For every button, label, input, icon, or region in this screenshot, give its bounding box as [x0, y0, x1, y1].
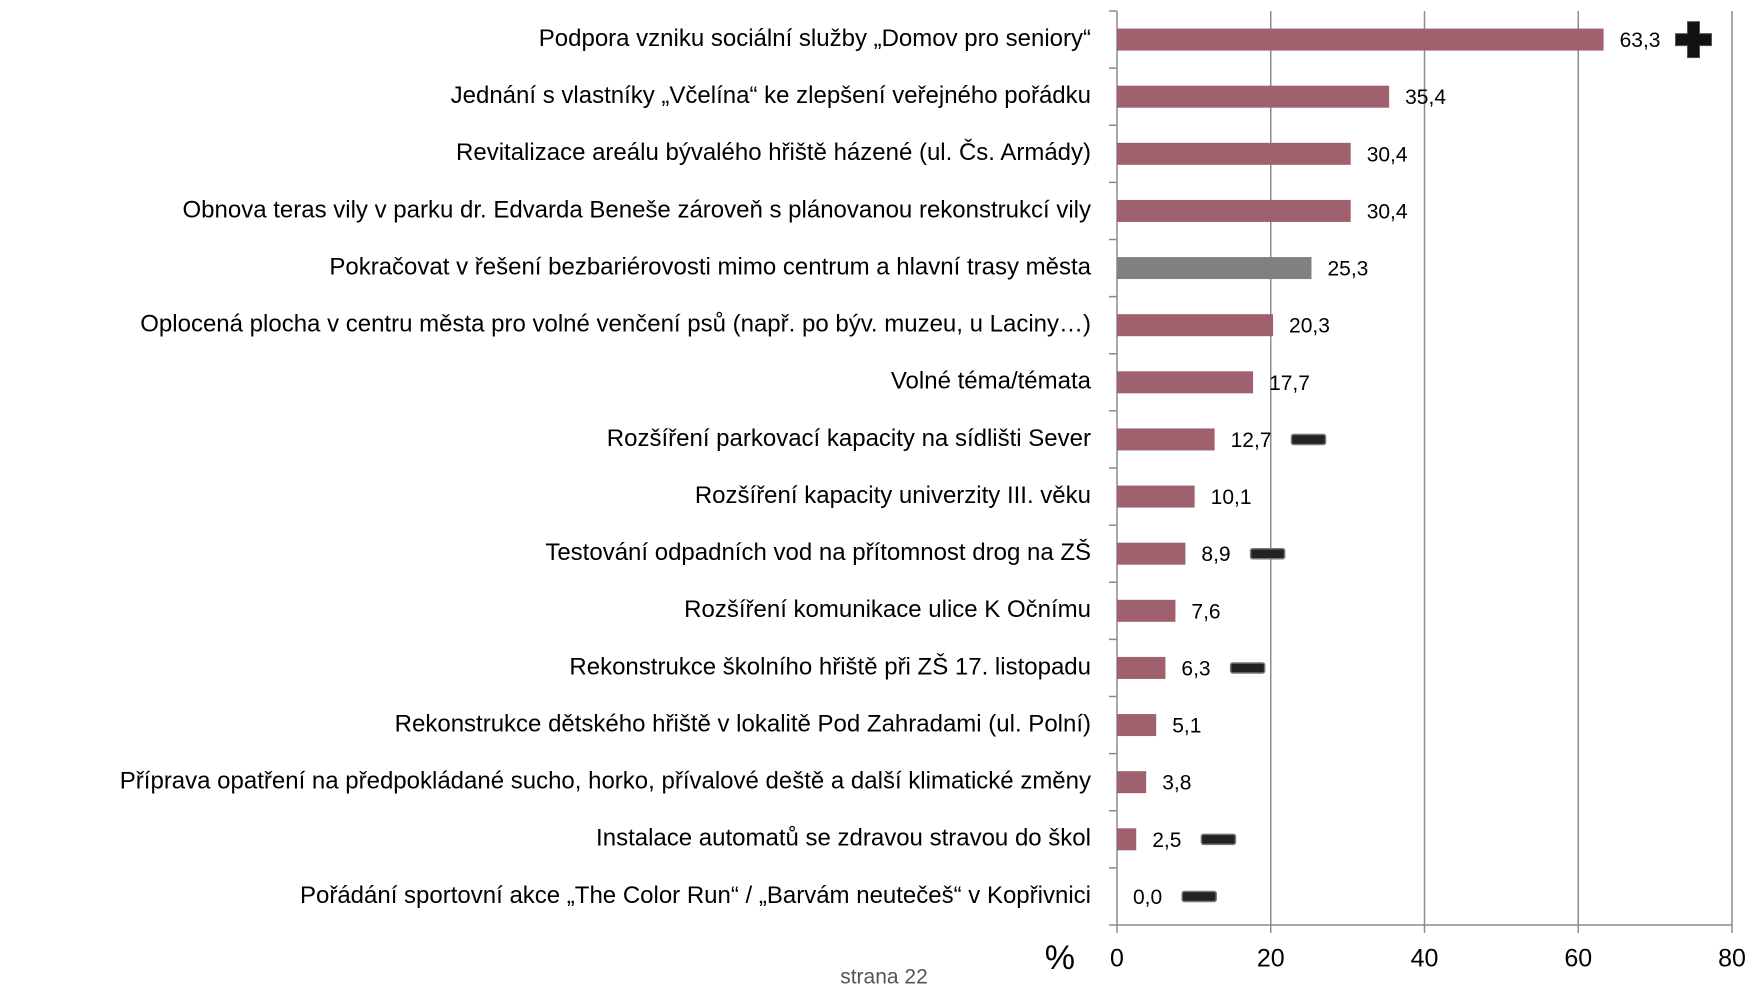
- category-label: Pořádání sportovní akce „The Color Run“ …: [300, 882, 1091, 909]
- value-label: 12,7: [1231, 429, 1272, 452]
- value-label: 8,9: [1201, 543, 1230, 566]
- value-label: 7,6: [1191, 600, 1220, 623]
- category-label: Rozšíření komunikace ulice K Očnímu: [684, 596, 1091, 623]
- value-label: 30,4: [1367, 200, 1408, 223]
- value-label: 5,1: [1172, 715, 1201, 738]
- minus-icon: [1181, 890, 1217, 903]
- x-tick-label: 0: [1110, 945, 1124, 973]
- category-label: Rekonstrukce školního hřiště při ZŠ 17. …: [569, 652, 1091, 680]
- category-label: Volné téma/témata: [891, 368, 1092, 395]
- category-label: Rekonstrukce dětského hřiště v lokalitě …: [395, 710, 1091, 737]
- bar: [1117, 599, 1176, 622]
- category-label: Příprava opatření na předpokládané sucho…: [120, 768, 1091, 795]
- value-label: 17,7: [1269, 372, 1310, 395]
- axis-label: %: [1045, 939, 1075, 977]
- minus-icon: [1200, 833, 1237, 846]
- bar: [1117, 428, 1215, 451]
- footer: strana 22: [840, 966, 928, 988]
- category-label: Podpora vzniku sociální služby „Domov pr…: [539, 25, 1091, 52]
- bar: [1117, 828, 1137, 851]
- bar: [1117, 371, 1254, 394]
- category-label: Oplocená plocha v centru města pro volné…: [140, 311, 1091, 338]
- minus-icon: [1249, 547, 1286, 560]
- bar: [1117, 656, 1166, 679]
- value-label: 20,3: [1289, 315, 1330, 338]
- category-label: Pokračovat v řešení bezbariérovosti mimo…: [329, 253, 1091, 280]
- category-label: Obnova teras vily v parku dr. Edvarda Be…: [183, 196, 1091, 223]
- bar: [1117, 542, 1186, 565]
- bar: [1117, 85, 1390, 108]
- bar: [1117, 28, 1604, 51]
- x-tick-label: 80: [1718, 945, 1746, 973]
- value-label: 30,4: [1367, 143, 1408, 166]
- bar: [1117, 142, 1351, 165]
- value-label: 10,1: [1211, 486, 1252, 509]
- value-label: 2,5: [1152, 829, 1181, 852]
- category-label: Rozšíření kapacity univerzity III. věku: [695, 482, 1091, 509]
- bar: [1117, 771, 1147, 794]
- value-label: 35,4: [1405, 86, 1446, 109]
- category-label: Revitalizace areálu bývalého hřiště háze…: [456, 138, 1091, 166]
- category-label: Jednání s vlastníky „Včelína“ ke zlepšen…: [451, 82, 1091, 109]
- plus-icon: [1674, 21, 1712, 59]
- value-label: 63,3: [1620, 29, 1661, 52]
- bar: [1117, 257, 1312, 280]
- category-label: Rozšíření parkovací kapacity na sídlišti…: [607, 425, 1091, 452]
- bar: [1117, 714, 1157, 737]
- category-label: Testování odpadních vod na přítomnost dr…: [545, 538, 1091, 566]
- value-label: 3,8: [1162, 772, 1191, 795]
- value-label: 6,3: [1181, 657, 1210, 680]
- minus-icon: [1290, 433, 1327, 446]
- bar: [1117, 485, 1195, 508]
- x-tick-label: 60: [1564, 945, 1592, 973]
- x-tick-label: 40: [1411, 945, 1439, 973]
- x-tick-label: 20: [1257, 945, 1285, 973]
- minus-icon: [1229, 662, 1266, 674]
- value-label: 0,0: [1133, 886, 1162, 909]
- value-label: 25,3: [1327, 258, 1368, 281]
- bar: [1117, 199, 1351, 222]
- bar: [1117, 314, 1274, 337]
- category-label: Instalace automatů se zdravou stravou do…: [596, 825, 1091, 852]
